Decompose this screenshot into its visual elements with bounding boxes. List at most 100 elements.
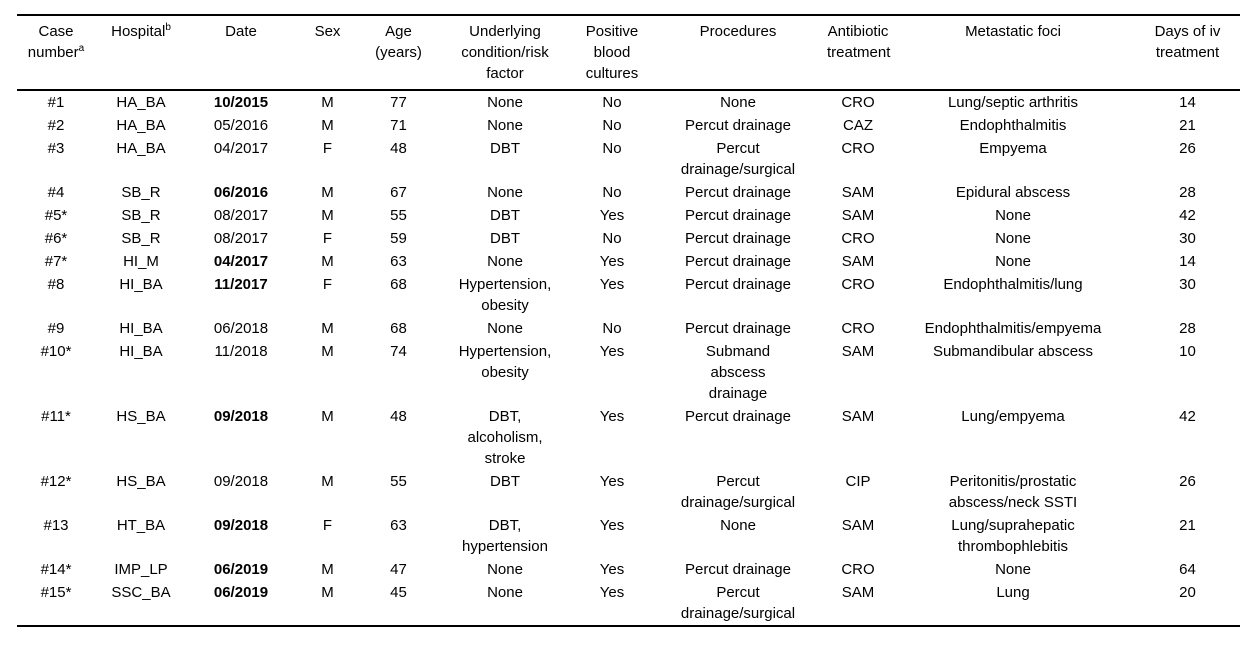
cell-case: #7* [44,253,68,270]
cell-condition: None [487,253,523,270]
table-row: #15* SSC_BA 06/2019 M 45 None Yes Percut draina… [17,581,1240,626]
cell-hospital: HI_BA [119,320,163,337]
cell-case: #13 [43,517,69,534]
cell-cultures: Yes [599,584,625,601]
cell-date: 05/2016 [213,117,269,134]
cell-days: 28 [1179,184,1196,201]
cell-antibiotic: SAM [841,517,875,534]
header-cell-hospital: Hospitalb [95,15,187,90]
cell-procedures: None [720,517,756,534]
cell-sex: F [322,140,333,157]
cell-procedures: Percut drainage [685,253,791,270]
cell-cultures: No [602,230,622,247]
cell-date: 11/2017 [214,276,268,293]
cell-procedures: Percut drainage [685,207,791,224]
cell-age: 55 [390,207,407,224]
cell-condition: None [487,584,523,601]
cell-procedures: Percut drainage [685,230,791,247]
cases-table: Case numbera Hospitalb Date Sex Age (years) U… [17,14,1240,627]
cell-age: 63 [390,253,407,270]
table-row: #13 HT_BA 09/2018 F 63 DBT, hypertension Yes No… [17,514,1240,558]
table-row: #12* HS_BA 09/2018 M 55 DBT Yes Percut drainage… [17,470,1240,514]
header-label-hospital: Hospital [111,23,166,40]
cell-cultures: Yes [599,408,625,425]
cell-antibiotic: CAZ [843,117,873,134]
cell-hospital: SB_R [121,207,161,224]
cell-hospital: SB_R [121,184,161,201]
cell-sex: M [321,473,334,490]
header-cell-age: Age (years) [360,15,437,90]
table-row: #9 HI_BA 06/2018 M 68 None No Percut drainage CR… [17,317,1240,340]
cell-antibiotic: CRO [841,94,875,111]
cell-hospital: SB_R [121,230,161,247]
cell-date: 04/2017 [213,253,269,270]
header-cell-condition: Underlying condition/risk factor [437,15,573,90]
cell-sex: M [321,584,334,601]
cell-foci: None [995,230,1031,247]
header-cell-date: Date [187,15,295,90]
table-row: #5* SB_R 08/2017 M 55 DBT Yes Percut drainage SA… [17,204,1240,227]
cell-cultures: No [602,184,622,201]
cell-hospital: HA_BA [116,117,166,134]
header-label-antibiotic: Antibiotic treatment [827,23,891,61]
header-label-foci: Metastatic foci [965,23,1061,40]
header-label-date: Date [225,23,257,40]
header-cell-foci: Metastatic foci [891,15,1135,90]
cell-hospital: HA_BA [116,140,166,157]
header-label-procedures: Procedures [699,23,777,40]
cell-age: 55 [390,473,407,490]
header-cell-case: Case numbera [17,15,95,90]
cell-condition: DBT, alcoholism, stroke [467,408,543,467]
cell-date: 06/2016 [213,184,269,201]
cell-days: 28 [1179,320,1196,337]
cell-case: #10* [40,343,72,360]
cell-condition: Hypertension, obesity [458,343,552,381]
cell-sex: F [322,517,333,534]
cell-case: #11* [41,408,71,425]
cell-days: 20 [1179,584,1196,601]
cell-date: 08/2017 [213,207,269,224]
cell-date: 09/2018 [213,473,269,490]
cell-condition: Hypertension, obesity [458,276,552,314]
cell-foci: Empyema [979,140,1047,157]
cell-case: #4 [47,184,65,201]
cell-hospital: HI_BA [119,276,163,293]
cell-condition: DBT, hypertension [462,517,548,555]
cell-antibiotic: SAM [841,253,875,270]
cell-foci: None [995,561,1031,578]
table-row: #6* SB_R 08/2017 F 59 DBT No Percut drainage CRO… [17,227,1240,250]
header-label-sex: Sex [314,23,341,40]
cell-sex: F [322,276,333,293]
cell-cultures: No [602,117,622,134]
table-row: #2 HA_BA 05/2016 M 71 None No Percut drainage CA… [17,114,1240,137]
table-row: #7* HI_M 04/2017 M 63 None Yes Percut drainage S… [17,250,1240,273]
cell-date: 09/2018 [213,408,269,425]
header-footnote-marker-b: b [165,22,171,33]
cell-foci: Endophthalmitis/lung [943,276,1083,293]
cell-days: 10 [1179,343,1196,360]
header-label-condition: Underlying condition/risk factor [461,23,549,82]
cell-cultures: No [602,320,622,337]
cell-days: 14 [1179,253,1196,270]
cell-condition: DBT [490,207,520,224]
cell-hospital: HT_BA [116,517,166,534]
cell-case: #12* [40,473,72,490]
cell-hospital: HA_BA [116,94,166,111]
cell-age: 63 [390,517,407,534]
cell-case: #14* [40,561,72,578]
cell-days: 30 [1179,230,1196,247]
cell-days: 30 [1179,276,1196,293]
cell-sex: M [321,117,334,134]
cell-procedures: Percut drainage/surgical [680,473,796,511]
cell-cultures: No [602,140,622,157]
cell-cultures: Yes [599,473,625,490]
header-label-cultures: Positive blood cultures [585,23,639,82]
cell-sex: M [321,320,334,337]
cell-foci: Endophthalmitis [959,117,1067,134]
cell-antibiotic: CRO [841,561,875,578]
cell-procedures: Percut drainage/surgical [680,584,796,622]
cell-foci: Lung/suprahepatic thrombophlebitis [951,517,1075,555]
cell-hospital: HI_M [123,253,159,270]
cell-days: 14 [1179,94,1196,111]
cell-days: 42 [1179,207,1196,224]
